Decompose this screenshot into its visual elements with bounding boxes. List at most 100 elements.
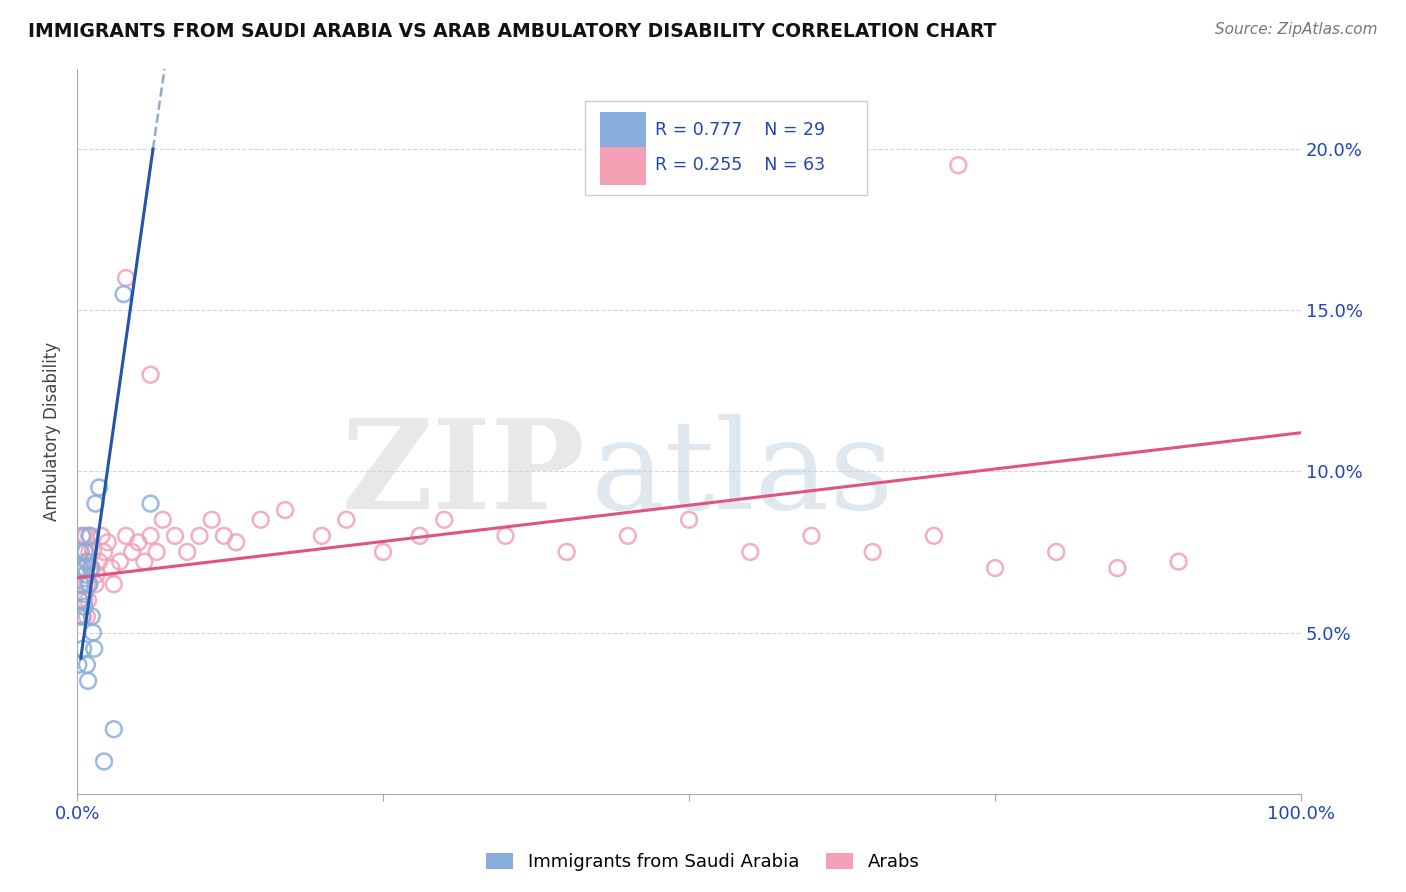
Point — [76, 609, 98, 624]
Point — [495, 529, 517, 543]
Point — [67, 657, 90, 672]
Point — [73, 545, 96, 559]
Point — [433, 513, 456, 527]
Point — [103, 577, 125, 591]
Point — [139, 497, 162, 511]
FancyBboxPatch shape — [600, 147, 647, 185]
Point — [409, 529, 432, 543]
Point — [72, 561, 94, 575]
Point — [678, 513, 700, 527]
Point — [70, 577, 93, 591]
Point — [69, 545, 91, 559]
Legend: Immigrants from Saudi Arabia, Arabs: Immigrants from Saudi Arabia, Arabs — [479, 846, 927, 879]
Point — [115, 529, 138, 543]
Point — [176, 545, 198, 559]
Point — [922, 529, 945, 543]
Point — [87, 555, 110, 569]
Point — [73, 599, 96, 614]
Point — [800, 529, 823, 543]
Point — [79, 529, 101, 543]
Point — [93, 755, 115, 769]
Point — [188, 529, 211, 543]
Point — [121, 545, 143, 559]
Point — [127, 535, 149, 549]
Point — [67, 609, 90, 624]
Text: R = 0.255    N = 63: R = 0.255 N = 63 — [655, 156, 825, 174]
Point — [335, 513, 357, 527]
Point — [862, 545, 884, 559]
Point — [79, 577, 101, 591]
Point — [69, 577, 91, 591]
Point — [79, 577, 101, 591]
Text: Source: ZipAtlas.com: Source: ZipAtlas.com — [1215, 22, 1378, 37]
Point — [212, 529, 235, 543]
Text: ZIP: ZIP — [342, 414, 585, 535]
Point — [75, 561, 97, 575]
Point — [69, 593, 91, 607]
Point — [76, 657, 98, 672]
Point — [617, 529, 640, 543]
Text: IMMIGRANTS FROM SAUDI ARABIA VS ARAB AMBULATORY DISABILITY CORRELATION CHART: IMMIGRANTS FROM SAUDI ARABIA VS ARAB AMB… — [28, 22, 997, 41]
Text: atlas: atlas — [591, 414, 894, 535]
Point — [108, 555, 131, 569]
Point — [79, 529, 101, 543]
Point — [76, 555, 98, 569]
Point — [83, 641, 105, 656]
Point — [70, 609, 93, 624]
Point — [69, 561, 91, 575]
Point — [139, 529, 162, 543]
Point — [97, 535, 120, 549]
Point — [82, 625, 104, 640]
Point — [70, 529, 93, 543]
Point — [69, 593, 91, 607]
Point — [163, 529, 186, 543]
Point — [1167, 555, 1189, 569]
Point — [73, 593, 96, 607]
Point — [82, 545, 104, 559]
Point — [87, 481, 110, 495]
Point — [69, 561, 91, 575]
Point — [249, 513, 271, 527]
Point — [274, 503, 297, 517]
Point — [80, 561, 103, 575]
Point — [77, 555, 100, 569]
Point — [90, 529, 112, 543]
Point — [77, 593, 100, 607]
Point — [77, 673, 100, 688]
Point — [201, 513, 224, 527]
Point — [72, 529, 94, 543]
Point — [75, 545, 97, 559]
Point — [86, 567, 108, 582]
Point — [152, 513, 174, 527]
Point — [75, 567, 97, 582]
Point — [984, 561, 1007, 575]
Point — [139, 368, 162, 382]
Point — [93, 545, 115, 559]
Point — [73, 587, 96, 601]
FancyBboxPatch shape — [585, 101, 866, 195]
Point — [555, 545, 578, 559]
Point — [225, 535, 247, 549]
Point — [84, 497, 107, 511]
Point — [79, 561, 101, 575]
FancyBboxPatch shape — [600, 112, 647, 150]
Point — [115, 271, 138, 285]
Point — [103, 723, 125, 737]
Point — [80, 609, 103, 624]
Point — [145, 545, 167, 559]
Point — [740, 545, 762, 559]
Point — [311, 529, 333, 543]
Point — [79, 545, 101, 559]
Point — [84, 577, 107, 591]
Point — [75, 529, 97, 543]
Point — [112, 287, 135, 301]
Point — [72, 641, 94, 656]
Point — [371, 545, 394, 559]
Text: R = 0.777    N = 29: R = 0.777 N = 29 — [655, 121, 825, 139]
Point — [1107, 561, 1129, 575]
Point — [100, 561, 122, 575]
Point — [76, 577, 98, 591]
Point — [134, 555, 156, 569]
Point — [948, 158, 970, 172]
Point — [67, 545, 90, 559]
